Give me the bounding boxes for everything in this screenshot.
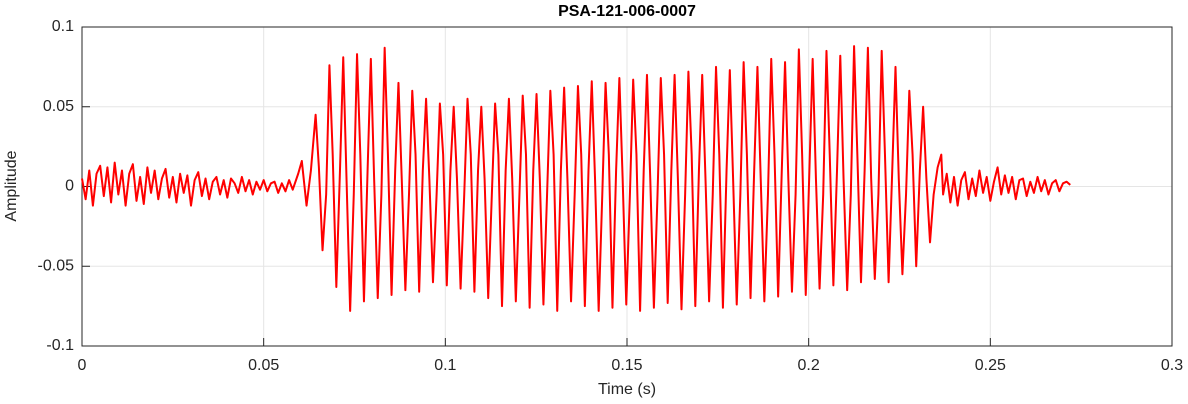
y-tick-label: 0.05 <box>43 98 74 115</box>
x-tick-label: 0.3 <box>1161 357 1183 374</box>
waveform-line <box>81 45 1071 312</box>
y-tick-label: -0.1 <box>46 337 74 354</box>
y-axis-label: Amplitude <box>3 150 20 221</box>
x-tick-label: 0.1 <box>434 357 456 374</box>
x-tick-label: 0.15 <box>611 357 642 374</box>
y-tick-label: 0.1 <box>52 18 74 35</box>
x-tick-label: 0.2 <box>798 357 820 374</box>
x-axis-label: Time (s) <box>598 381 656 398</box>
y-tick-label: -0.05 <box>38 257 75 274</box>
x-tick-label: 0.05 <box>248 357 279 374</box>
plot-frame <box>81 26 1173 347</box>
y-tick-label: 0 <box>65 178 74 195</box>
chart-title: PSA-121-006-0007 <box>558 3 696 20</box>
x-tick-label: 0.25 <box>975 357 1006 374</box>
x-tick-label: 0 <box>78 357 87 374</box>
